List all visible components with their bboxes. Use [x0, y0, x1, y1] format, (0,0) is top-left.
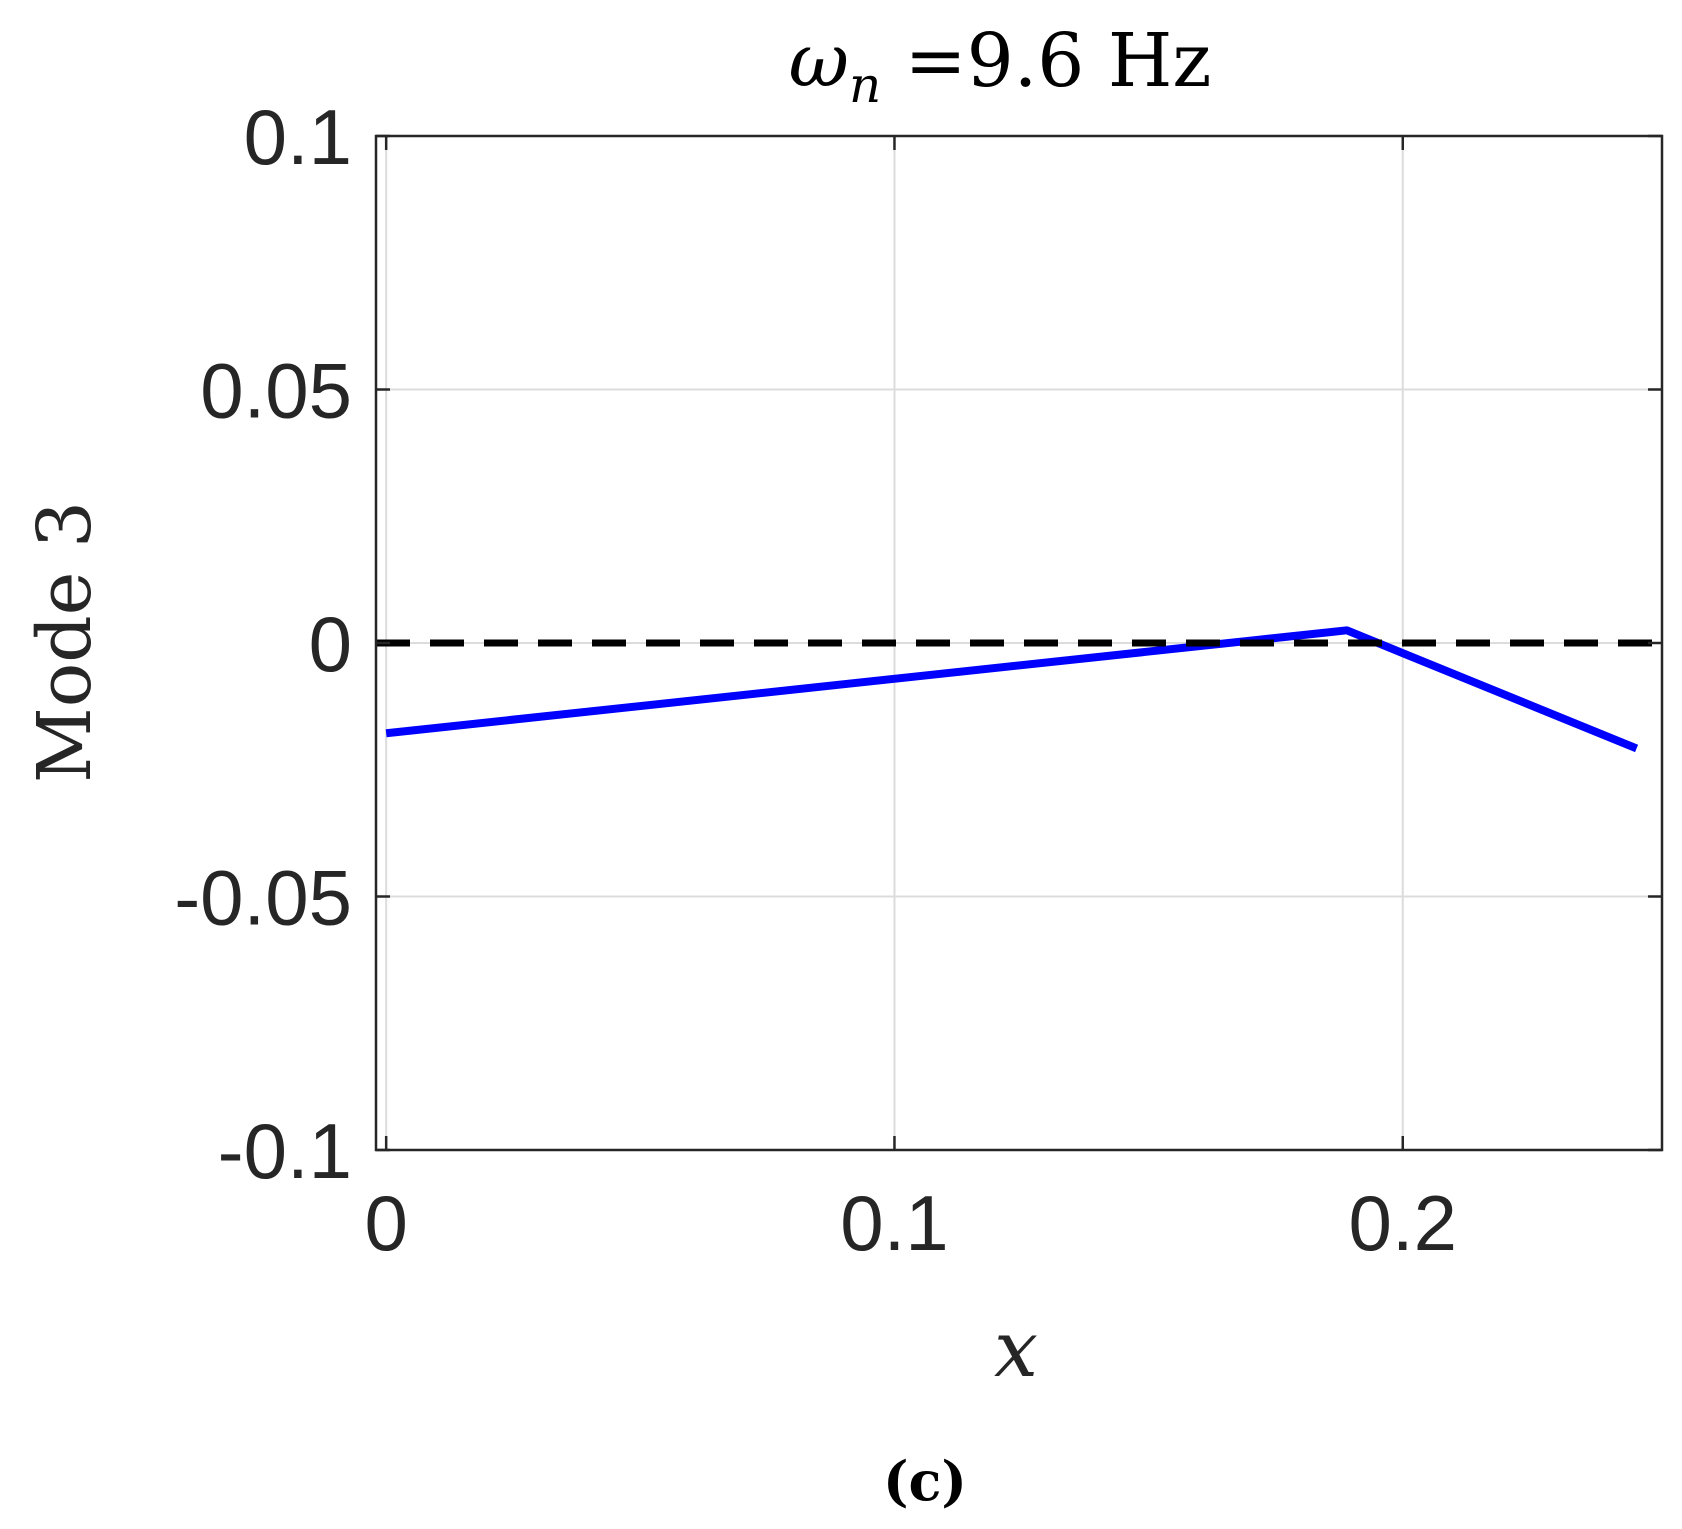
y-tick-label-4: 0.1: [244, 93, 352, 181]
x-axis-label: x: [994, 1305, 1038, 1395]
chart-title-subscript: n: [849, 56, 881, 114]
x-tick-label-0: 0: [364, 1179, 407, 1267]
x-tick-label-2: 0.2: [1349, 1179, 1457, 1267]
tick-labels: 0 0.1 0.2 -0.1 -0.05 0 0.05 0.1: [174, 93, 1457, 1267]
series-layer: [376, 626, 1662, 753]
axes: [374, 134, 1664, 1152]
y-tick-label-3: 0.05: [200, 347, 352, 435]
figure-caption: (c): [883, 1449, 967, 1513]
y-tick-label-0: -0.1: [218, 1107, 352, 1195]
x-tick-label-1: 0.1: [840, 1179, 948, 1267]
y-axis-label: Mode 3: [22, 501, 108, 783]
mode-shape-line: [385, 626, 1639, 753]
chart-title: ωn =9.6 Hz: [789, 18, 1212, 114]
chart-title-symbol: ω: [789, 18, 849, 104]
chart-title-value: =9.6 Hz: [881, 18, 1211, 104]
y-tick-label-2: 0: [309, 600, 352, 688]
y-tick-label-1: -0.05: [174, 854, 352, 942]
